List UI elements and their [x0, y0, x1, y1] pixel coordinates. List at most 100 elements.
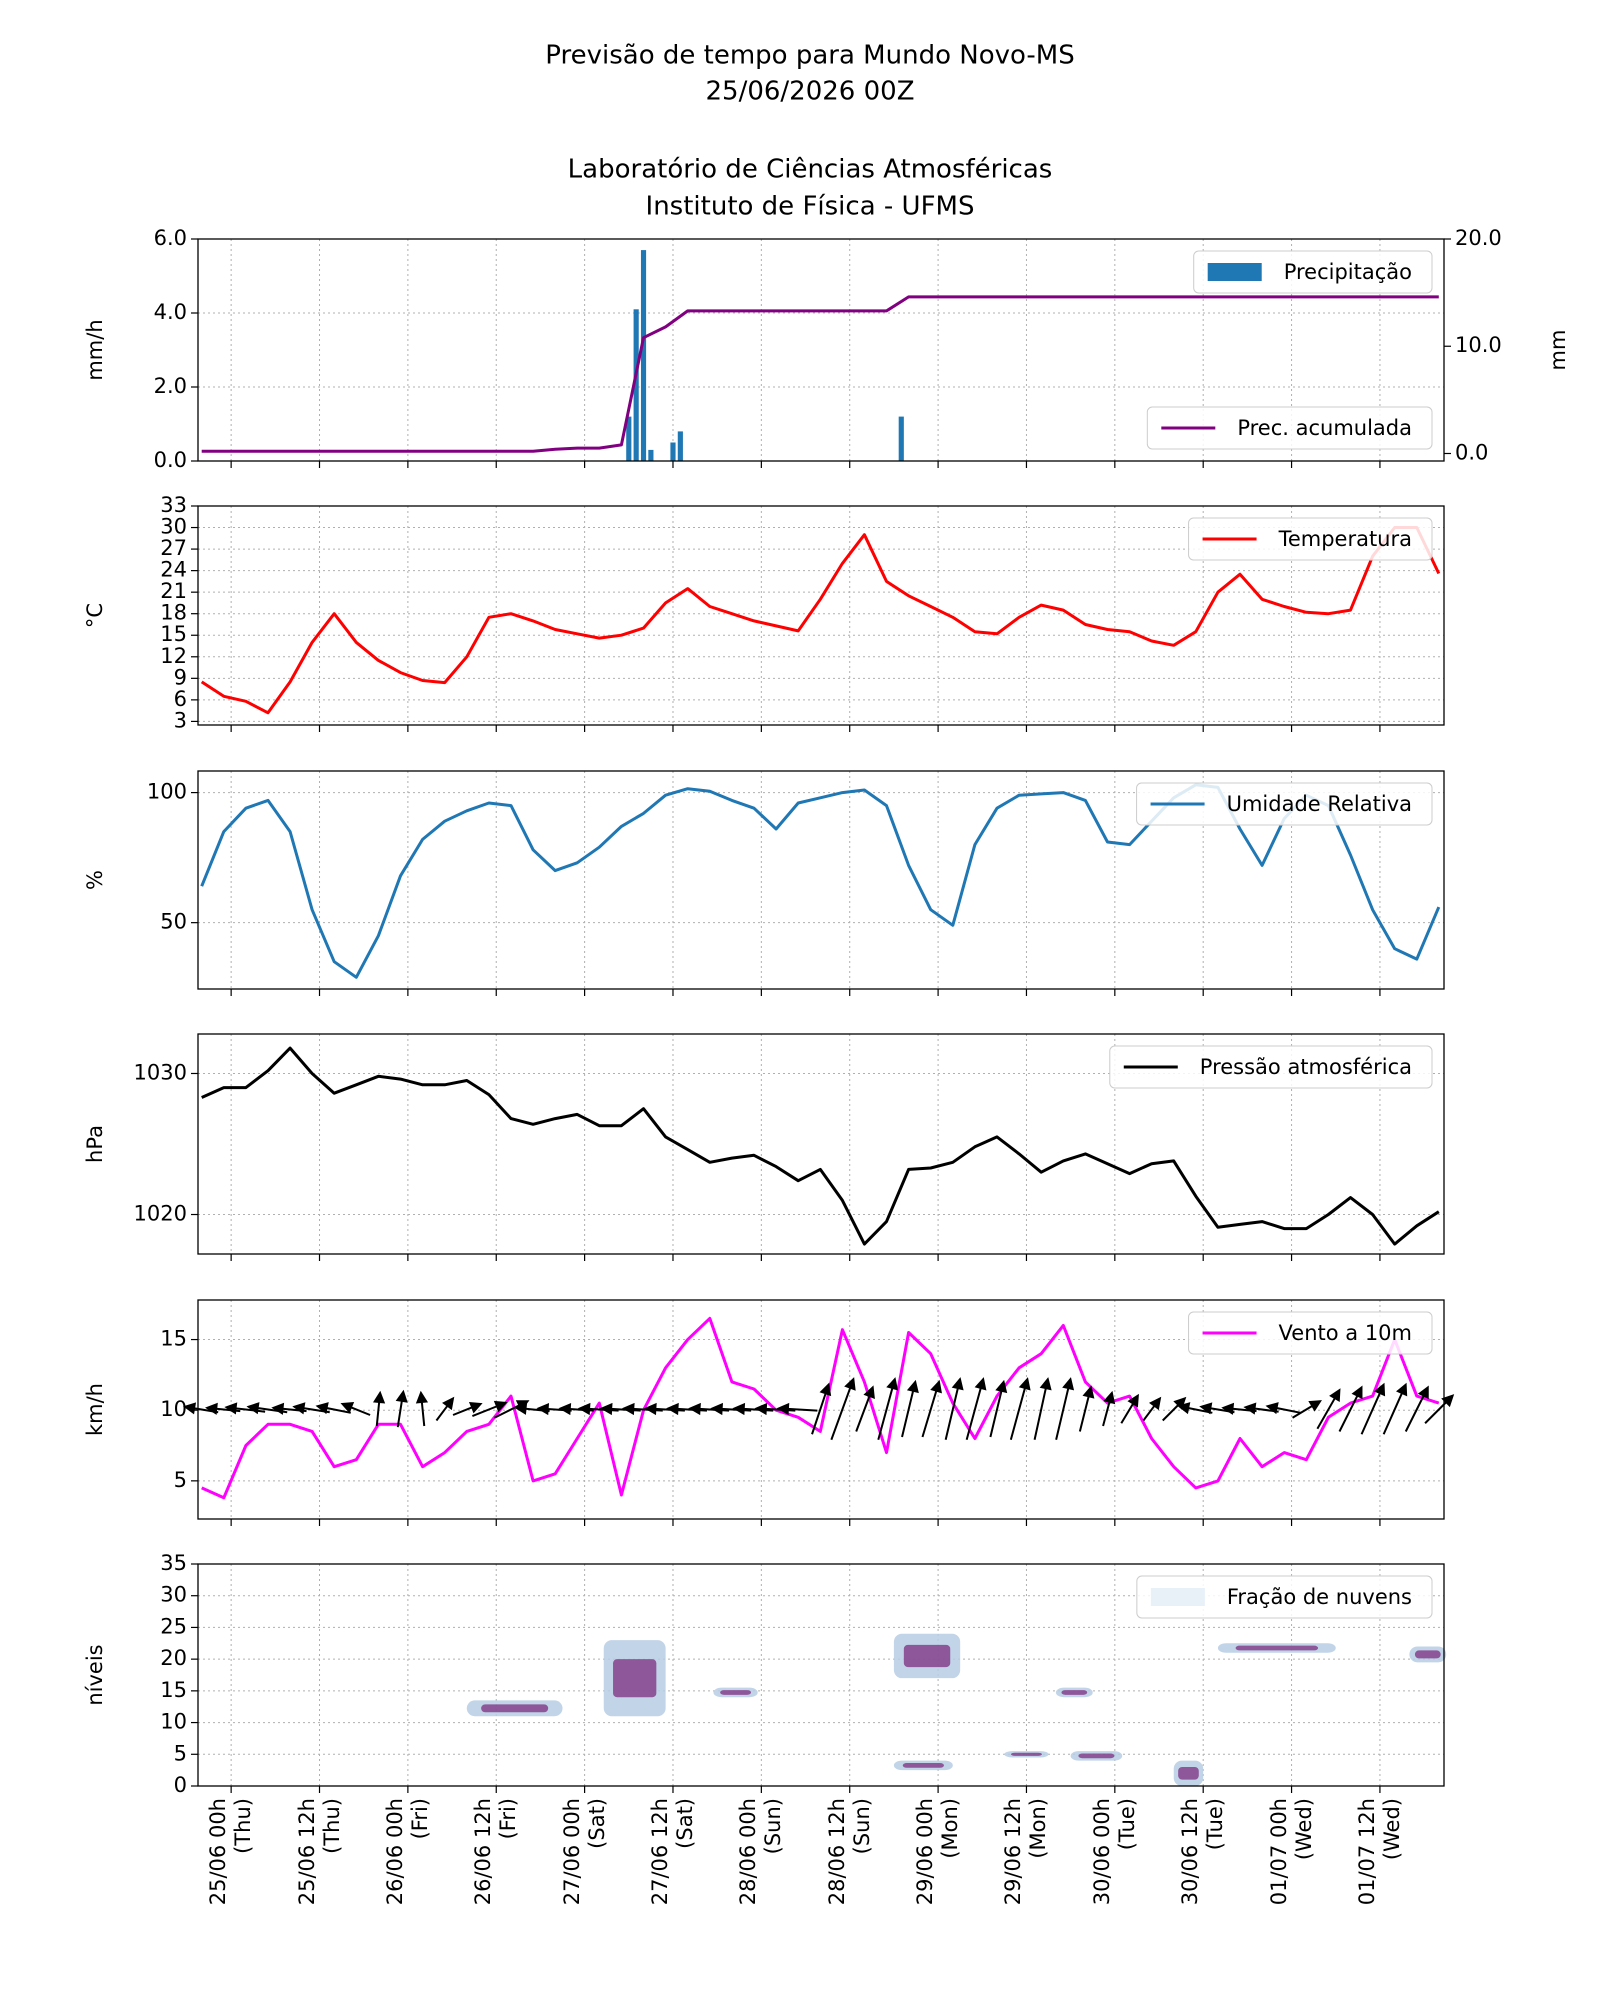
y-tick-label: 24	[160, 558, 187, 582]
y-tick-label: 9	[174, 665, 187, 689]
subtitle: Instituto de Física - UFMS	[646, 192, 975, 222]
bar	[898, 416, 904, 461]
legend: Vento a 10m	[1188, 1311, 1433, 1355]
bar	[626, 416, 632, 461]
y-axis-label: hPa	[83, 1125, 107, 1163]
y-tick-label: 15	[160, 1327, 187, 1351]
plot-frame	[197, 1033, 1445, 1255]
legend-box	[1136, 1575, 1433, 1619]
legend: Precipitação	[1193, 250, 1433, 294]
y-tick-label: 50	[160, 910, 187, 934]
y-tick-label: 5	[174, 1741, 187, 1765]
cloud-core	[1061, 1690, 1088, 1695]
y-tick-label: 15	[160, 622, 187, 646]
wind-arrow	[1292, 1400, 1322, 1419]
x-tick-label: 25/06 12h (Thu)	[294, 1798, 344, 1906]
wind-arrow	[1162, 1396, 1187, 1422]
legend: Prec. acumulada	[1146, 406, 1433, 450]
y-axis-label: mm/h	[83, 319, 107, 380]
wind-arrow	[1120, 1393, 1139, 1424]
cloud-core	[1235, 1645, 1319, 1651]
cloud-core	[903, 1644, 951, 1668]
y-tick-label: 6	[174, 687, 187, 711]
y-tick-label: 27	[160, 536, 187, 560]
plot-frame	[197, 1563, 1445, 1787]
cloud-core	[902, 1763, 944, 1768]
y2-tick-label: 0.0	[1455, 440, 1488, 464]
legend-label: Temperatura	[1278, 527, 1412, 551]
x-tick-label: 29/06 00h (Mon)	[913, 1798, 963, 1906]
plot-frame	[197, 505, 1445, 726]
legend-label: Vento a 10m	[1279, 1321, 1412, 1345]
wind-arrow	[921, 1379, 942, 1438]
wind-arrow	[1382, 1382, 1408, 1435]
legend-box	[1136, 782, 1433, 826]
x-tick-label: 29/06 12h (Mon)	[1001, 1798, 1051, 1906]
wind-arrow	[776, 1402, 818, 1416]
x-tick-label: 28/06 12h (Sun)	[824, 1798, 874, 1906]
x-tick-label: 28/06 00h (Sun)	[736, 1798, 786, 1906]
legend-box	[1193, 250, 1433, 294]
wind-arrow	[855, 1385, 875, 1432]
legend-box	[1188, 1311, 1433, 1355]
y-tick-label: 10	[160, 1710, 187, 1734]
y-tick-label: 6.0	[154, 226, 187, 250]
y-tick-label: 1020	[134, 1202, 187, 1226]
wind-arrow	[315, 1402, 351, 1415]
x-tick-label: 01/07 00h (Wed)	[1266, 1798, 1316, 1906]
subtitle: Laboratório de Ciências Atmosféricas	[568, 155, 1053, 185]
bar	[670, 442, 676, 461]
cloud-core	[720, 1690, 752, 1695]
y-tick-label: 30	[160, 515, 187, 539]
wind-arrow	[1404, 1385, 1429, 1432]
x-tick-label: 26/06 12h (Fri)	[471, 1798, 521, 1906]
wind-arrow	[877, 1377, 899, 1441]
y-tick-label: 15	[160, 1678, 187, 1702]
y-tick-label: 25	[160, 1614, 187, 1638]
cloud-core	[1178, 1766, 1199, 1780]
y-tick-label: 3	[174, 708, 187, 732]
wind-arrow	[811, 1382, 832, 1435]
wind-arrow	[1102, 1390, 1116, 1427]
legend: Umidade Relativa	[1136, 782, 1433, 826]
wind-arrow	[415, 1390, 429, 1427]
y-tick-label: 0	[174, 1773, 187, 1797]
series-line	[201, 1046, 1440, 1246]
wind-arrow	[372, 1390, 386, 1427]
bar	[648, 449, 654, 461]
wind-arrow	[1055, 1377, 1075, 1440]
x-tick-label: 01/07 12h (Wed)	[1354, 1798, 1404, 1906]
legend: Pressão atmosférica	[1109, 1045, 1433, 1089]
wind-arrow	[452, 1402, 483, 1416]
legend-label: Umidade Relativa	[1227, 792, 1412, 816]
legend-swatch	[1150, 1588, 1205, 1606]
legend-box	[1109, 1045, 1433, 1089]
legend-box	[1146, 406, 1433, 450]
cloud-core	[481, 1704, 549, 1713]
y-tick-label: 33	[160, 493, 187, 517]
plot-frame	[197, 770, 1445, 990]
y-tick-label: 30	[160, 1583, 187, 1607]
bar	[633, 309, 639, 461]
wind-arrow	[1009, 1377, 1031, 1441]
bar	[640, 250, 647, 461]
wind-arrow	[1424, 1394, 1455, 1424]
bar	[677, 431, 683, 461]
legend-label: Fração de nuvens	[1227, 1585, 1412, 1609]
wind-arrow	[435, 1396, 455, 1422]
y-tick-label: 100	[147, 780, 187, 804]
wind-arrow	[1338, 1385, 1363, 1432]
x-tick-label: 25/06 00h (Thu)	[206, 1798, 256, 1906]
y-tick-label: 4.0	[154, 300, 187, 324]
plot-frame	[197, 238, 1445, 462]
y-tick-label: 0.0	[154, 448, 187, 472]
legend-swatch	[1207, 263, 1262, 281]
cloud-core	[613, 1659, 657, 1698]
cloud-core	[1010, 1752, 1042, 1756]
y-tick-label: 2.0	[154, 374, 187, 398]
y-tick-label: 20	[160, 1646, 187, 1670]
wind-arrow	[944, 1377, 964, 1440]
y2-tick-label: 20.0	[1455, 226, 1502, 250]
x-tick-label: 27/06 00h (Sat)	[559, 1798, 609, 1906]
